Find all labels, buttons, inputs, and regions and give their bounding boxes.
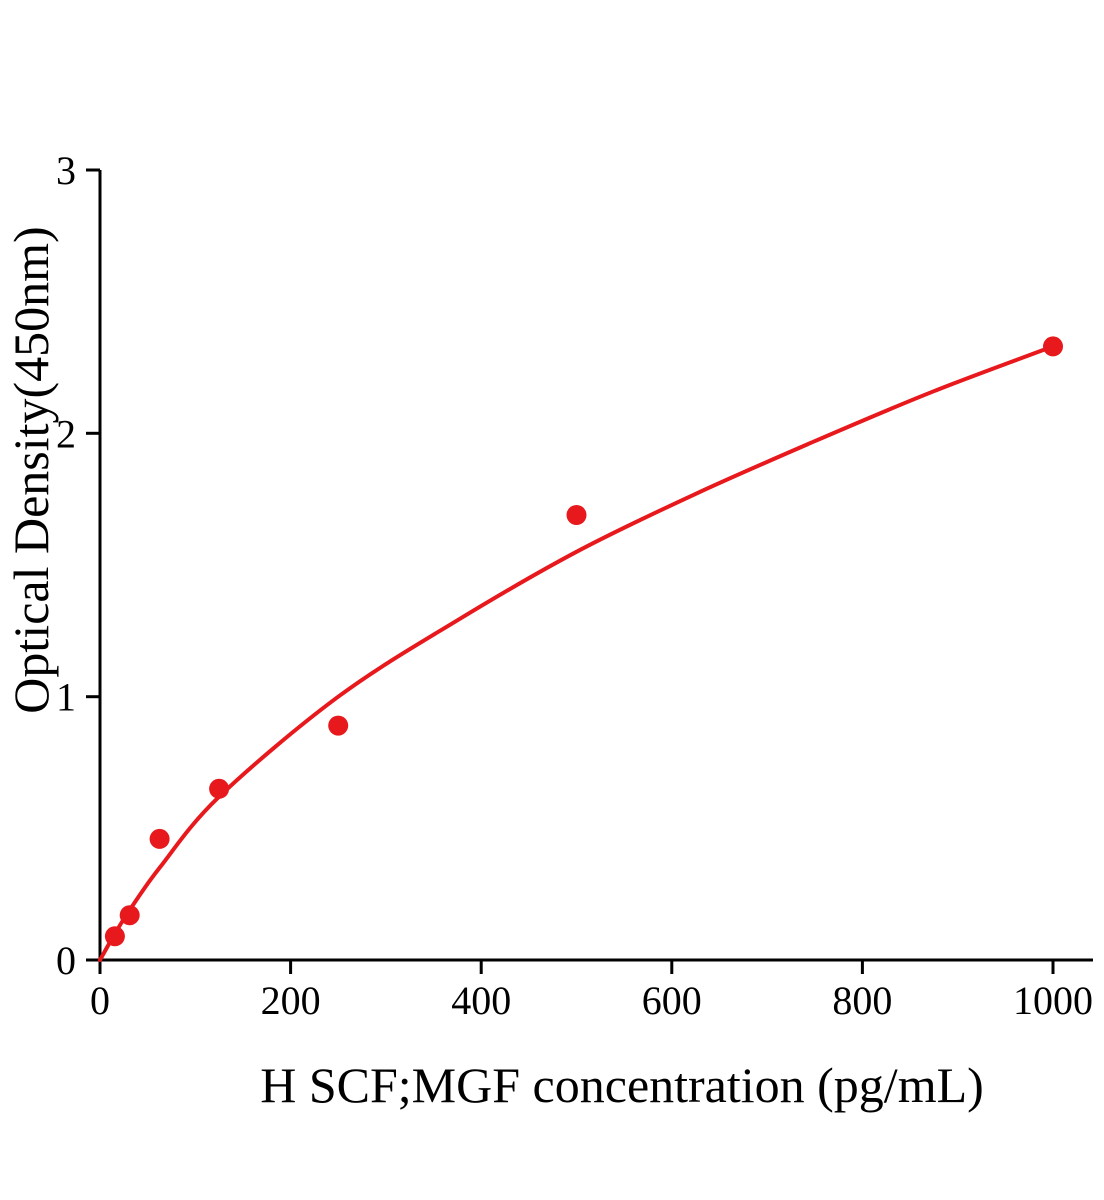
y-tick-label: 2 (56, 411, 76, 456)
y-axis-title: Optical Density(450nm) (3, 226, 59, 713)
data-point (566, 505, 587, 525)
data-point (104, 926, 125, 947)
x-tick-label: 400 (451, 978, 511, 1023)
data-point (328, 715, 349, 736)
x-tick-label: 200 (261, 978, 321, 1023)
y-tick-label: 0 (56, 938, 76, 983)
x-axis-title: H SCF;MGF concentration (pg/mL) (260, 1057, 984, 1113)
plot-area: 0 200 400 600 800 1000 0 1 2 3 (56, 148, 1093, 1023)
data-point (209, 778, 230, 799)
x-tick-label: 1000 (1013, 978, 1093, 1023)
y-tick-label: 3 (56, 148, 76, 193)
data-point (1043, 336, 1063, 357)
fit-curve (98, 344, 1055, 962)
data-point (149, 828, 170, 849)
x-tick-label: 0 (90, 978, 110, 1023)
x-tick-label: 600 (642, 978, 702, 1023)
x-tick-label: 800 (832, 978, 892, 1023)
y-tick-label: 1 (56, 675, 76, 720)
data-point (119, 905, 140, 926)
